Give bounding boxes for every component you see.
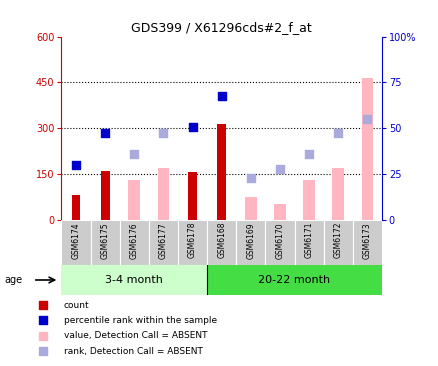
Point bbox=[334, 130, 341, 135]
Text: GSM6171: GSM6171 bbox=[304, 222, 313, 258]
Bar bbox=[332, 168, 343, 220]
Bar bbox=[128, 180, 140, 220]
Point bbox=[39, 318, 46, 324]
Text: count: count bbox=[64, 300, 89, 310]
Point bbox=[39, 348, 46, 354]
Point bbox=[363, 116, 370, 122]
Text: value, Detection Call = ABSENT: value, Detection Call = ABSENT bbox=[64, 331, 207, 340]
Bar bbox=[244, 197, 256, 220]
Bar bbox=[148, 220, 177, 265]
Bar bbox=[101, 171, 110, 220]
Bar bbox=[120, 220, 148, 265]
Text: rank, Detection Call = ABSENT: rank, Detection Call = ABSENT bbox=[64, 347, 202, 355]
Title: GDS399 / X61296cds#2_f_at: GDS399 / X61296cds#2_f_at bbox=[131, 21, 311, 34]
Text: GSM6168: GSM6168 bbox=[217, 222, 226, 258]
Bar bbox=[236, 220, 265, 265]
Bar bbox=[273, 204, 285, 220]
Text: 3-4 month: 3-4 month bbox=[105, 275, 163, 285]
Text: GSM6173: GSM6173 bbox=[362, 222, 371, 258]
Bar bbox=[217, 123, 226, 220]
Text: GSM6176: GSM6176 bbox=[130, 222, 138, 258]
Text: GSM6178: GSM6178 bbox=[187, 222, 197, 258]
Point bbox=[218, 93, 225, 99]
Text: GSM6175: GSM6175 bbox=[100, 222, 110, 258]
Bar bbox=[61, 220, 90, 265]
Point bbox=[189, 124, 196, 130]
Text: GSM6177: GSM6177 bbox=[159, 222, 168, 258]
Text: GSM6172: GSM6172 bbox=[333, 222, 342, 258]
Point bbox=[159, 130, 166, 135]
Bar bbox=[61, 265, 207, 295]
Bar bbox=[157, 168, 169, 220]
Bar bbox=[265, 220, 294, 265]
Point bbox=[72, 162, 79, 168]
Point bbox=[305, 151, 312, 157]
Text: GSM6170: GSM6170 bbox=[275, 222, 284, 258]
Point bbox=[276, 166, 283, 172]
Text: 20-22 month: 20-22 month bbox=[258, 275, 330, 285]
Bar bbox=[188, 172, 197, 220]
Point bbox=[102, 130, 109, 135]
Bar bbox=[90, 220, 120, 265]
Point bbox=[131, 151, 138, 157]
Bar bbox=[361, 78, 372, 220]
Bar bbox=[303, 180, 314, 220]
Bar bbox=[71, 195, 80, 220]
Bar bbox=[207, 265, 381, 295]
Point bbox=[247, 175, 254, 181]
Bar bbox=[207, 220, 236, 265]
Point bbox=[39, 333, 46, 339]
Bar bbox=[323, 220, 352, 265]
Text: percentile rank within the sample: percentile rank within the sample bbox=[64, 316, 216, 325]
Text: GSM6169: GSM6169 bbox=[246, 222, 255, 258]
Bar bbox=[352, 220, 381, 265]
Bar bbox=[177, 220, 207, 265]
Point bbox=[39, 302, 46, 308]
Bar bbox=[294, 220, 323, 265]
Text: age: age bbox=[4, 275, 22, 285]
Text: GSM6174: GSM6174 bbox=[71, 222, 80, 258]
